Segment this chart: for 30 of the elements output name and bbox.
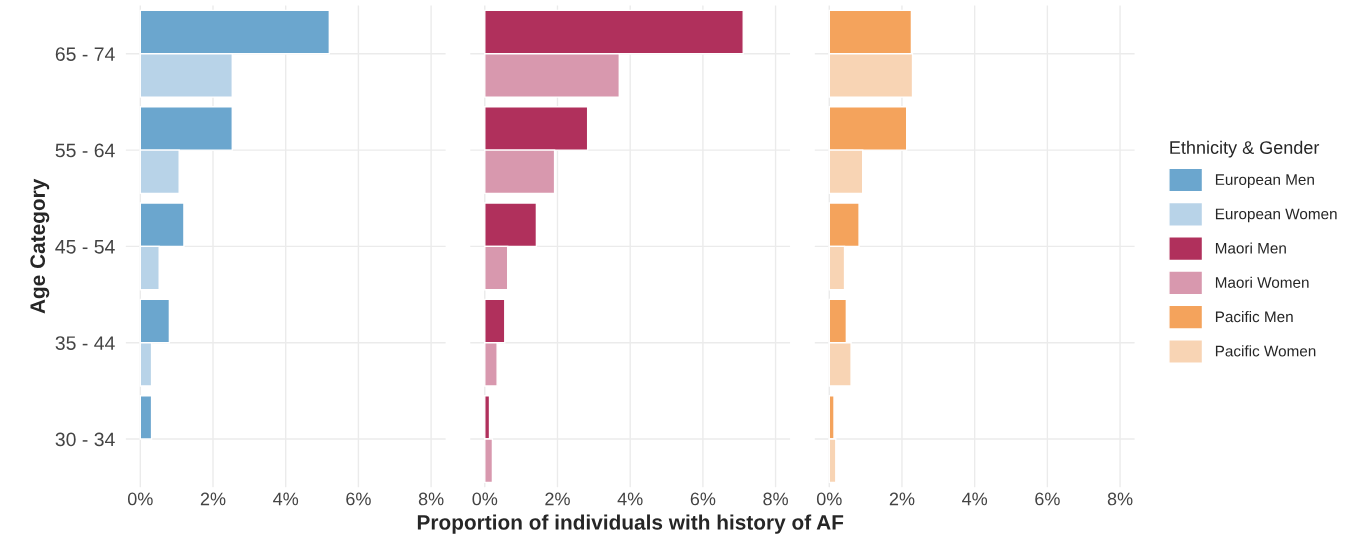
x-tick-label: 0% (127, 492, 153, 506)
x-tick-label: 6% (346, 492, 371, 506)
y-axis-title: Age Category (30, 178, 50, 314)
y-tick-label: 55 - 64 (55, 143, 115, 158)
x-axis-title: Proportion of individuals with history of AF (417, 514, 844, 534)
x-tick-label: 8% (418, 492, 444, 506)
y-tick-label: 35 - 44 (55, 336, 115, 350)
legend-label: Pacific Men (1215, 310, 1293, 323)
x-tick-label: 8% (1107, 492, 1133, 506)
x-tick-label: 2% (200, 492, 226, 506)
x-tick-label: 4% (273, 492, 299, 506)
legend-label: European Men (1215, 174, 1314, 189)
legend-label: Maori Men (1215, 242, 1286, 254)
legend-label: European Women (1215, 208, 1337, 223)
legend-title: Ethnicity & Gender (1170, 140, 1320, 158)
legend-label: Maori Women (1215, 276, 1309, 288)
x-tick-label: 8% (763, 492, 788, 506)
x-tick-label: 0% (816, 492, 842, 506)
legend-label: Pacific Women (1215, 345, 1316, 357)
x-tick-label: 2% (545, 492, 570, 506)
y-tick-label: 30 - 34 (55, 432, 115, 447)
x-tick-label: 6% (690, 492, 716, 506)
x-tick-label: 4% (962, 492, 988, 506)
y-tick-label: 45 - 54 (55, 240, 115, 254)
x-tick-label: 2% (889, 492, 915, 506)
bar (139, 395, 153, 440)
x-tick-label: 4% (617, 492, 643, 506)
x-tick-label: 0% (472, 492, 498, 506)
x-tick-label: 6% (1035, 492, 1060, 506)
y-tick-label: 65 - 74 (55, 47, 115, 61)
